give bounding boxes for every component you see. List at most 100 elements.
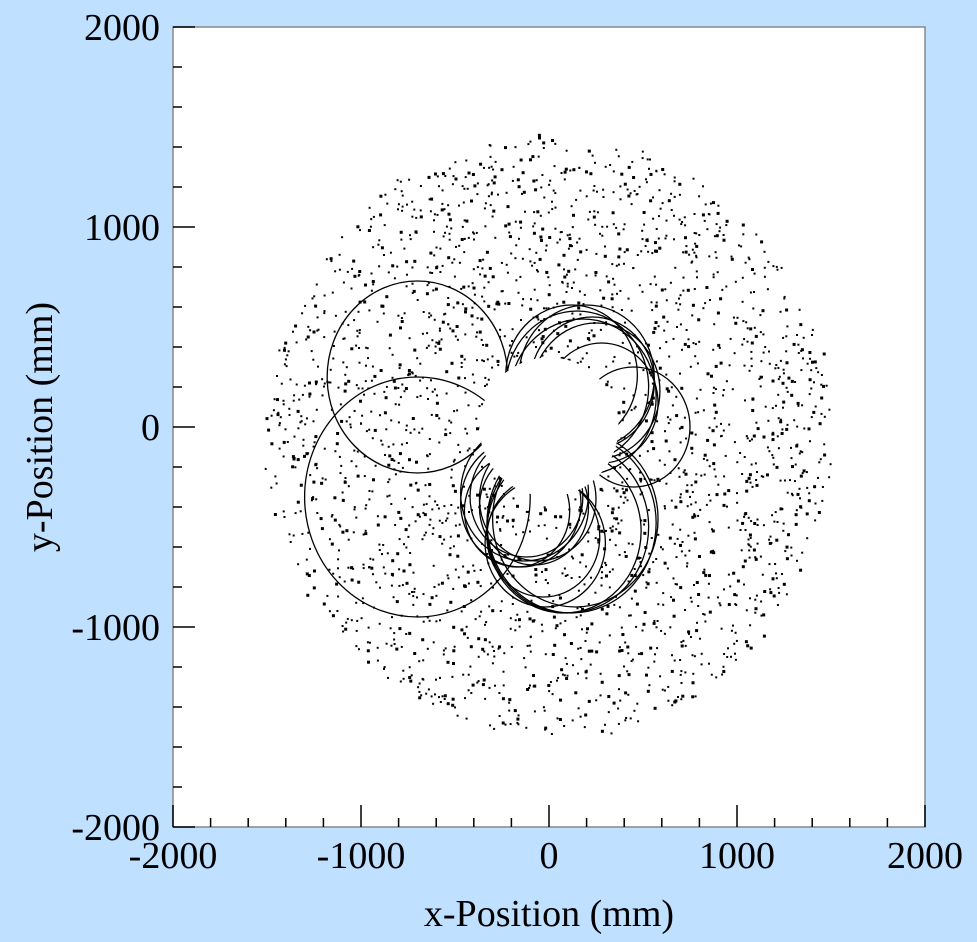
data-point <box>430 379 432 382</box>
data-point <box>636 193 639 196</box>
data-point <box>358 331 361 334</box>
data-point <box>802 469 806 473</box>
data-point <box>533 222 536 225</box>
data-point <box>579 646 582 649</box>
data-point <box>692 342 695 345</box>
data-point <box>476 681 479 684</box>
data-point <box>506 572 509 575</box>
data-point <box>469 665 472 668</box>
data-point <box>444 428 447 431</box>
data-point <box>347 566 350 569</box>
data-point <box>645 181 648 184</box>
data-point <box>490 193 493 196</box>
data-point <box>728 364 731 367</box>
data-point <box>810 416 813 419</box>
data-point <box>373 392 376 395</box>
data-point <box>690 636 692 638</box>
data-point <box>577 346 580 349</box>
data-point <box>624 554 628 558</box>
data-point <box>725 380 728 383</box>
data-point <box>772 594 776 598</box>
data-point <box>512 596 515 599</box>
data-point <box>426 455 429 458</box>
data-point <box>414 520 417 523</box>
data-point <box>732 316 735 319</box>
data-point <box>643 523 646 526</box>
data-point <box>360 617 363 620</box>
data-point <box>509 617 512 620</box>
data-point <box>703 473 706 476</box>
data-point <box>585 195 588 198</box>
data-point <box>496 300 500 304</box>
data-point <box>600 729 604 733</box>
data-point <box>473 238 475 241</box>
data-point <box>712 201 715 205</box>
data-point <box>718 602 721 605</box>
data-point <box>490 582 493 585</box>
data-point <box>715 493 719 497</box>
data-point <box>370 379 373 382</box>
data-point <box>609 164 612 166</box>
data-point <box>323 312 326 315</box>
data-point <box>570 577 573 579</box>
data-point <box>808 351 812 354</box>
data-point <box>286 354 289 357</box>
data-point <box>512 497 515 500</box>
data-point <box>749 597 751 600</box>
data-point <box>501 697 505 701</box>
data-point <box>350 347 354 351</box>
data-point <box>709 550 713 554</box>
data-point <box>533 288 536 291</box>
data-point <box>610 511 614 515</box>
data-point <box>517 714 520 717</box>
data-point <box>533 710 536 713</box>
data-point <box>563 725 566 727</box>
data-point <box>721 673 724 676</box>
data-point <box>460 361 463 364</box>
data-point <box>473 232 475 235</box>
data-point <box>338 576 341 579</box>
data-point <box>476 427 479 431</box>
data-point <box>387 676 389 679</box>
data-point <box>345 621 348 624</box>
data-point <box>384 193 387 196</box>
data-point <box>383 515 387 519</box>
data-point <box>332 357 335 360</box>
data-point <box>443 505 446 508</box>
data-point <box>416 357 419 360</box>
data-point <box>485 493 488 496</box>
data-point <box>601 566 603 568</box>
data-point <box>364 283 367 287</box>
data-point <box>515 244 518 247</box>
data-point <box>726 656 729 658</box>
data-point <box>822 384 825 388</box>
data-point <box>633 589 637 593</box>
data-point <box>553 329 555 332</box>
data-point <box>581 610 584 613</box>
data-point <box>591 154 594 157</box>
data-point <box>733 642 736 645</box>
data-point <box>790 554 793 557</box>
data-point <box>745 435 748 438</box>
data-point <box>447 212 451 216</box>
data-point <box>487 281 490 284</box>
data-point <box>760 360 763 363</box>
data-point <box>541 227 545 231</box>
data-point <box>653 275 656 278</box>
data-point <box>578 290 581 293</box>
data-point <box>597 525 601 529</box>
data-point <box>438 329 441 332</box>
data-point <box>449 432 452 435</box>
data-point <box>463 632 466 636</box>
data-point <box>708 493 710 496</box>
data-point <box>785 308 789 312</box>
data-point <box>450 227 453 230</box>
data-point <box>333 330 336 333</box>
data-point <box>323 294 326 297</box>
data-point <box>543 196 546 199</box>
data-point <box>413 590 416 593</box>
data-point <box>367 626 370 629</box>
data-point <box>695 473 698 476</box>
data-point <box>419 379 422 382</box>
data-point <box>521 304 524 307</box>
